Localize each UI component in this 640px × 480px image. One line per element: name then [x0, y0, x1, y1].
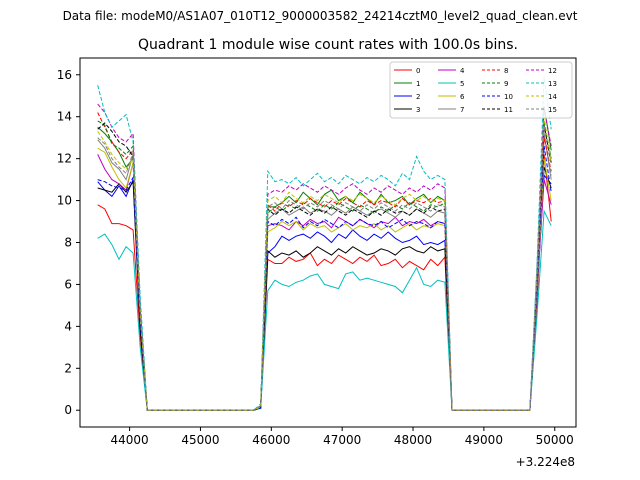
legend-label-14: 14	[548, 93, 557, 101]
legend-label-1: 1	[416, 80, 420, 88]
legend-label-0: 0	[416, 67, 420, 75]
y-tick-label: 16	[57, 68, 72, 82]
legend-label-5: 5	[460, 80, 464, 88]
y-axis: 0 2 4 6 8 10 12 14 16	[57, 68, 80, 417]
x-tick-label: 47000	[323, 433, 361, 447]
series-line-5	[97, 209, 552, 411]
x-offset-label: +3.224e8	[516, 455, 575, 469]
legend-label-13: 13	[548, 80, 557, 88]
series-line-0	[97, 154, 552, 411]
legend-label-7: 7	[460, 106, 464, 114]
x-tick-label: 50000	[536, 433, 574, 447]
series-line-9	[97, 120, 552, 411]
x-tick-label: 45000	[181, 433, 219, 447]
legend-label-15: 15	[548, 106, 557, 114]
series-line-3	[97, 166, 552, 411]
legend-label-9: 9	[504, 80, 508, 88]
x-tick-label: 44000	[111, 433, 149, 447]
series-line-13	[97, 76, 552, 411]
x-axis: 44000 45000 46000 47000 48000 49000 50000	[111, 427, 574, 447]
y-tick-label: 12	[57, 152, 72, 166]
x-tick-label: 46000	[252, 433, 290, 447]
series-line-10	[97, 146, 552, 411]
y-tick-label: 2	[64, 361, 72, 375]
legend-label-12: 12	[548, 67, 557, 75]
series-line-1	[97, 106, 552, 411]
series-line-11	[97, 122, 552, 411]
x-tick-label: 48000	[394, 433, 432, 447]
x-tick-label: 49000	[465, 433, 503, 447]
chart-title: Quadrant 1 module wise count rates with …	[138, 37, 518, 53]
series-line-4	[97, 154, 552, 411]
legend-label-3: 3	[416, 106, 420, 114]
series-line-6	[97, 147, 552, 411]
plot-lines	[97, 76, 552, 411]
legend-label-4: 4	[460, 67, 465, 75]
legend-label-2: 2	[416, 93, 420, 101]
figure-suptitle: Data file: modeM0/AS1A07_010T12_90000035…	[63, 9, 578, 23]
y-tick-label: 14	[57, 110, 72, 124]
legend-label-11: 11	[504, 106, 513, 114]
series-line-7	[97, 133, 552, 411]
y-tick-label: 6	[64, 277, 72, 291]
series-line-14	[97, 116, 552, 411]
legend-label-10: 10	[504, 93, 513, 101]
y-tick-label: 4	[64, 319, 72, 333]
series-line-15	[97, 125, 552, 411]
legend-label-8: 8	[504, 67, 508, 75]
y-tick-label: 10	[57, 194, 72, 208]
legend-box	[389, 61, 573, 119]
legend-label-6: 6	[460, 93, 465, 101]
y-tick-label: 0	[64, 403, 72, 417]
y-tick-label: 8	[64, 236, 72, 250]
series-line-8	[97, 112, 552, 411]
series-line-12	[97, 103, 552, 411]
